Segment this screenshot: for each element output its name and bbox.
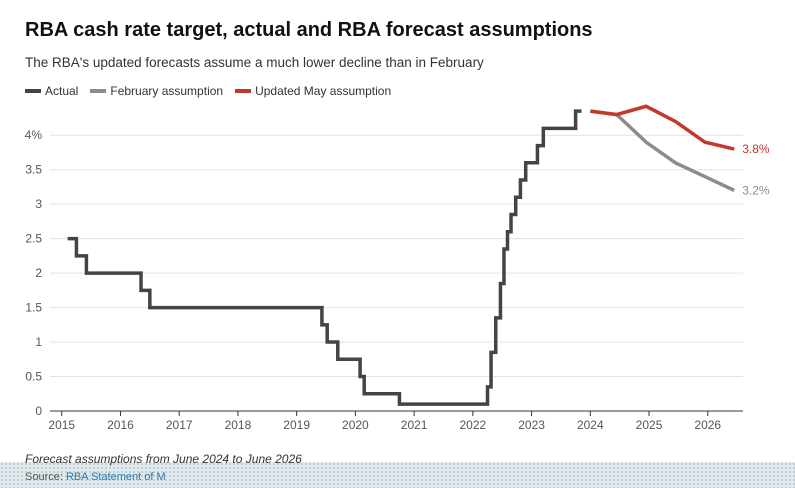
legend-item-february: February assumption <box>90 84 223 98</box>
source-line: Source: RBA Statement of M <box>25 471 166 483</box>
legend-swatch-may <box>235 89 252 93</box>
footnote: Forecast assumptions from June 2024 to J… <box>25 452 302 466</box>
y-tick-label: 3.5 <box>25 163 42 177</box>
legend-item-actual: Actual <box>25 84 78 98</box>
x-tick-label: 2020 <box>342 418 369 432</box>
series-line-may <box>590 104 735 151</box>
y-tick-label: 2.5 <box>25 232 42 246</box>
y-tick-label: 1 <box>35 335 42 349</box>
chart-title: RBA cash rate target, actual and RBA for… <box>25 19 593 41</box>
x-tick-label: 2025 <box>636 418 663 432</box>
x-tick-label: 2023 <box>518 418 545 432</box>
series-line-actual <box>67 109 582 406</box>
image-dither-band <box>0 462 795 488</box>
x-tick-label: 2016 <box>107 418 134 432</box>
y-tick-label: 3 <box>35 197 42 211</box>
x-tick-label: 2019 <box>283 418 310 432</box>
y-tick-label: 1.5 <box>25 301 42 315</box>
series-line-february <box>590 109 735 192</box>
x-tick-label: 2026 <box>694 418 721 432</box>
x-tick-label: 2021 <box>401 418 428 432</box>
legend-item-may: Updated May assumption <box>235 84 391 98</box>
legend-label-february: February assumption <box>110 84 224 98</box>
x-tick-label: 2024 <box>577 418 604 432</box>
legend: Actual February assumption Updated May a… <box>25 84 391 98</box>
x-tick-label: 2017 <box>166 418 193 432</box>
x-tick-label: 2018 <box>225 418 252 432</box>
source-link[interactable]: RBA Statement of M <box>65 471 166 483</box>
y-tick-label: 4% <box>25 128 43 142</box>
end-label-may: 3.8% <box>742 142 770 156</box>
y-tick-label: 0 <box>35 404 42 418</box>
legend-swatch-february <box>90 89 107 93</box>
y-tick-label: 0.5 <box>25 370 42 384</box>
end-label-february: 3.2% <box>742 183 770 197</box>
chart-subtitle: The RBA's updated forecasts assume a muc… <box>25 55 484 70</box>
x-tick-label: 2022 <box>459 418 486 432</box>
legend-label-actual: Actual <box>45 84 79 98</box>
source-label: Source: <box>25 471 63 483</box>
legend-swatch-actual <box>25 89 41 93</box>
x-tick-label: 2015 <box>48 418 75 432</box>
y-tick-label: 2 <box>35 266 42 280</box>
legend-label-may: Updated May assumption <box>255 84 392 98</box>
